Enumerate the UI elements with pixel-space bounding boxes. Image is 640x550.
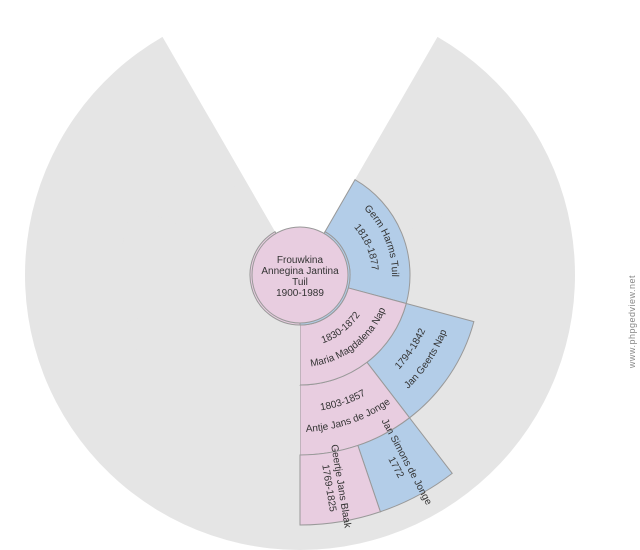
fan-chart: Jan Geerts Nap1794-1842Antje Jans de Jon… <box>0 0 640 550</box>
watermark: www.phpgedview.net <box>627 275 637 368</box>
